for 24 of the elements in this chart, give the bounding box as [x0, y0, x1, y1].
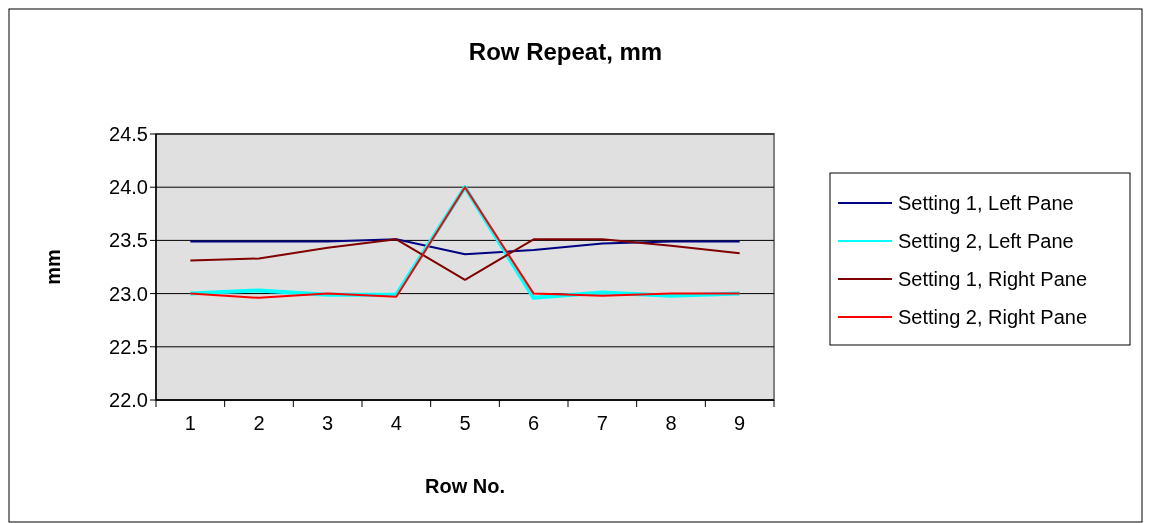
x-tick-label: 9 — [734, 412, 746, 434]
y-axis-title: mm — [42, 249, 64, 285]
legend-label: Setting 2, Left Pane — [898, 230, 1074, 252]
legend-label: Setting 1, Left Pane — [898, 192, 1074, 214]
line-series — [189, 238, 741, 256]
chart-title: Row Repeat, mm — [468, 38, 663, 65]
y-tick-label: 23.5 — [109, 229, 148, 252]
y-tick-label: 24.0 — [109, 176, 148, 199]
x-axis-title: Row No. — [425, 475, 505, 497]
x-tick-label: 3 — [322, 412, 334, 434]
y-tick-label: 22.5 — [109, 335, 148, 358]
x-tick-label: 1 — [184, 412, 196, 434]
legend-label: Setting 2, Right Pane — [898, 306, 1088, 328]
y-tick-label: 22.0 — [109, 389, 148, 411]
x-tick-label: 2 — [253, 412, 265, 434]
y-tick-label: 23.0 — [109, 282, 148, 305]
x-tick-label: 8 — [665, 412, 677, 434]
line-series — [189, 238, 741, 281]
x-tick-label: 4 — [390, 412, 402, 434]
x-tick-label: 6 — [528, 412, 540, 434]
legend-label: Setting 1, Right Pane — [898, 268, 1088, 290]
x-tick-label: 7 — [596, 412, 608, 434]
x-tick-label: 5 — [459, 412, 471, 434]
y-tick-label: 24.5 — [109, 123, 148, 145]
